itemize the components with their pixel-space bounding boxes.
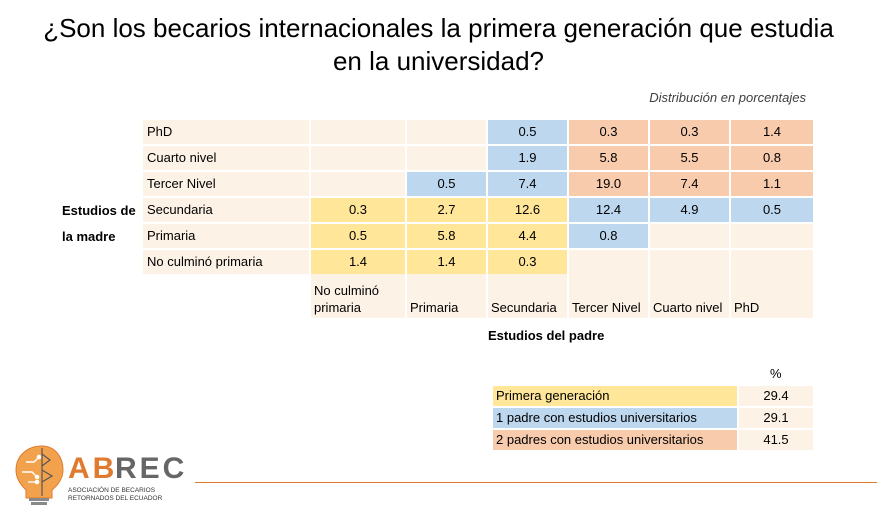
cell-primaria-col1: 0.5 [311, 224, 405, 248]
cell-noculmino-col3: 0.3 [488, 250, 567, 274]
logo-subtext-1: ASOCIACIÓN DE BECARIOS [68, 485, 156, 494]
cell-primaria-col3: 4.4 [488, 224, 567, 248]
cell-phd-col4: 0.3 [569, 120, 648, 144]
legend-label-dos-padres: 2 padres con estudios universitarios [493, 430, 737, 450]
cell-cuarto-col2 [407, 146, 486, 170]
cell-primaria-col2: 5.8 [407, 224, 486, 248]
abrec-bulb-icon: AB REC ASOCIACIÓN DE BECARIOS RETORNADOS… [15, 445, 187, 505]
cell-secundaria-col2: 2.7 [407, 198, 486, 222]
page-title: ¿Son los becarios internacionales la pri… [43, 13, 834, 76]
cell-tercer-col4: 19.0 [569, 172, 648, 196]
cell-phd-col3: 0.5 [488, 120, 567, 144]
cell-phd-col6: 1.4 [731, 120, 813, 144]
cell-primaria-col6 [731, 224, 813, 248]
mother-axis-label-2: la madre [62, 229, 116, 244]
cell-noculmino-col5 [650, 250, 729, 274]
legend-percent-header: % [770, 366, 782, 381]
legend-label-primera: Primera generación [493, 386, 737, 406]
cell-noculmino-col6 [731, 250, 813, 274]
legend-value-dos-padres: 41.5 [739, 430, 813, 450]
cell-tercer-col3: 7.4 [488, 172, 567, 196]
col-label-secundaria: Secundaria [488, 274, 567, 318]
cell-phd-col1 [311, 120, 405, 144]
row-label-phd: PhD [143, 120, 309, 144]
row-label-cuarto-nivel: Cuarto nivel [143, 146, 309, 170]
abrec-logo: AB REC ASOCIACIÓN DE BECARIOS RETORNADOS… [12, 440, 192, 510]
col-label-tercer-nivel: Tercer Nivel [569, 274, 648, 318]
cell-cuarto-col4: 5.8 [569, 146, 648, 170]
cell-noculmino-col2: 1.4 [407, 250, 486, 274]
cell-cuarto-col3: 1.9 [488, 146, 567, 170]
cell-secundaria-col3: 12.6 [488, 198, 567, 222]
col-label-phd: PhD [731, 274, 813, 318]
footer-divider [195, 482, 877, 483]
cell-noculmino-col1: 1.4 [311, 250, 405, 274]
row-label-tercer-nivel: Tercer Nivel [143, 172, 309, 196]
cell-tercer-col2: 0.5 [407, 172, 486, 196]
cell-phd-col5: 0.3 [650, 120, 729, 144]
mother-axis-label-1: Estudios de [62, 203, 136, 218]
cell-tercer-col6: 1.1 [731, 172, 813, 196]
cell-cuarto-col1 [311, 146, 405, 170]
col-label-cuarto-nivel: Cuarto nivel [650, 274, 729, 318]
cell-cuarto-col6: 0.8 [731, 146, 813, 170]
cell-tercer-col1 [311, 172, 405, 196]
cell-noculmino-col4 [569, 250, 648, 274]
cell-secundaria-col4: 12.4 [569, 198, 648, 222]
col-label-primaria: Primaria [407, 274, 486, 318]
father-axis-label: Estudios del padre [488, 328, 605, 343]
row-label-secundaria: Secundaria [143, 198, 309, 222]
cell-primaria-col4: 0.8 [569, 224, 648, 248]
legend-label-uno-padre: 1 padre con estudios universitarios [493, 408, 737, 428]
legend-value-uno-padre: 29.1 [739, 408, 813, 428]
cell-cuarto-col5: 5.5 [650, 146, 729, 170]
logo-wordmark-rec: REC [115, 452, 187, 485]
cell-secundaria-col6: 0.5 [731, 198, 813, 222]
row-label-no-culmino: No culminó primaria [143, 250, 309, 274]
legend-value-primera: 29.4 [739, 386, 813, 406]
cell-primaria-col5 [650, 224, 729, 248]
col-label-no-culmino: No culminó primaria [311, 274, 405, 318]
cell-phd-col2 [407, 120, 486, 144]
row-label-primaria: Primaria [143, 224, 309, 248]
cell-secundaria-col1: 0.3 [311, 198, 405, 222]
logo-wordmark-ab: AB [68, 452, 117, 485]
cell-secundaria-col5: 4.9 [650, 198, 729, 222]
logo-subtext-2: RETORNADOS DEL ECUADOR [68, 495, 163, 502]
cell-tercer-col5: 7.4 [650, 172, 729, 196]
subtitle: Distribución en porcentajes [649, 90, 806, 105]
